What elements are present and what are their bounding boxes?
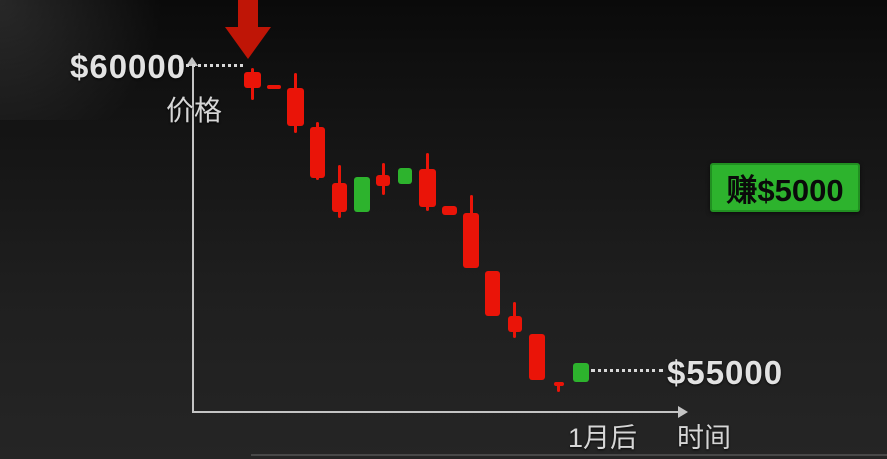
start-price-label: $60000 <box>70 48 187 85</box>
candle-body-red <box>485 271 501 316</box>
candle-body-red <box>528 334 545 380</box>
bottom-divider <box>251 454 887 456</box>
time-tick-label: 1月后 <box>568 423 638 453</box>
price-axis-label: 价格 <box>166 95 223 126</box>
y-axis <box>192 65 194 413</box>
candle-body-red <box>463 212 479 268</box>
candle-body-red <box>332 182 348 213</box>
end-price-label: $55000 <box>667 354 784 391</box>
profit-badge: 赚$5000 <box>710 163 860 212</box>
x-axis <box>192 411 678 413</box>
down-arrow-icon <box>225 0 271 59</box>
x-axis-arrowhead-icon <box>678 406 688 418</box>
candle-wick <box>557 381 561 393</box>
candle-body-red <box>243 72 261 89</box>
candle-body-red <box>376 174 391 186</box>
candle-body-red <box>310 127 326 178</box>
candle-body-green <box>572 362 589 382</box>
candle-body-red <box>287 88 305 126</box>
candle-body-green <box>398 168 413 185</box>
candle-body-green <box>353 176 370 213</box>
candle-body-red <box>553 381 564 386</box>
dotted-line-60000 <box>179 64 243 67</box>
candle-body-red <box>441 206 457 215</box>
y-axis-arrowhead-icon <box>186 57 198 66</box>
candle-body-red <box>507 315 522 333</box>
candle-body-red <box>418 168 436 207</box>
time-axis-label: 时间 <box>677 423 731 453</box>
candle-body-red <box>266 84 281 90</box>
dotted-line-55000 <box>591 369 663 372</box>
